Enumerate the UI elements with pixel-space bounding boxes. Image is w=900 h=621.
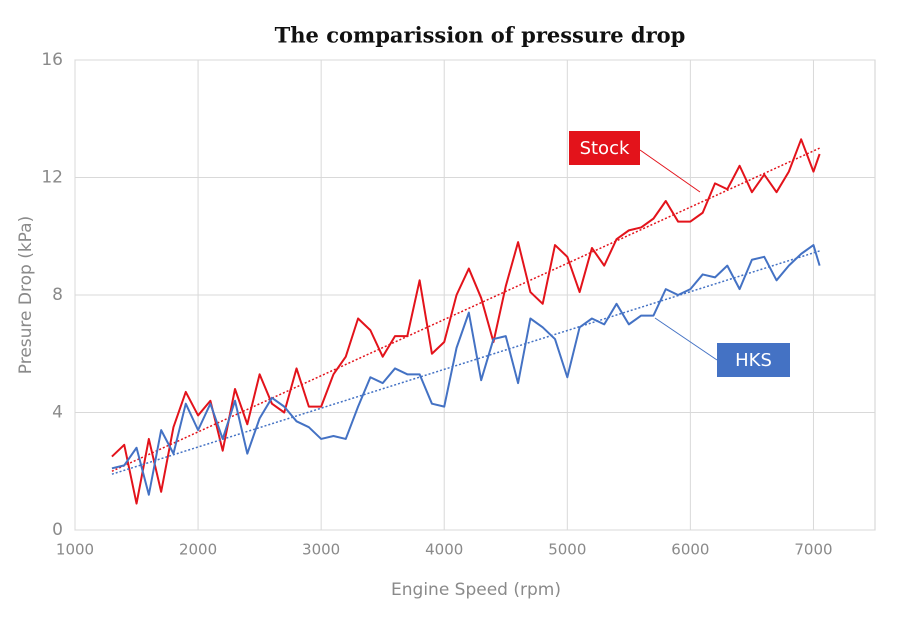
- chart-title: The comparission of pressure drop: [275, 23, 686, 48]
- series-label: HKS: [735, 350, 772, 371]
- series-line: [111, 138, 821, 505]
- y-tick-label: 4: [52, 403, 63, 423]
- y-axis-label: Presure Drop (kPa): [16, 216, 36, 374]
- label-leader: [654, 317, 718, 361]
- x-axis-label: Engine Speed (rpm): [391, 580, 561, 600]
- series-label-box: [569, 131, 640, 165]
- y-tick-label: 8: [52, 285, 63, 305]
- label-leader: [639, 149, 701, 193]
- series-label: Stock: [580, 138, 630, 159]
- x-tick-label: 3000: [302, 541, 340, 559]
- y-tick-label: 0: [52, 520, 63, 540]
- x-tick-label: 4000: [425, 541, 463, 559]
- x-tick-label: 6000: [671, 541, 709, 559]
- series-line: [111, 244, 821, 496]
- x-tick-label: 5000: [548, 541, 586, 559]
- x-tick-label: 2000: [179, 541, 217, 559]
- y-tick-label: 12: [41, 168, 63, 188]
- x-tick-label: 7000: [794, 541, 832, 559]
- series-label-box: [717, 343, 790, 377]
- y-tick-label: 16: [41, 50, 63, 70]
- x-tick-label: 1000: [56, 541, 94, 559]
